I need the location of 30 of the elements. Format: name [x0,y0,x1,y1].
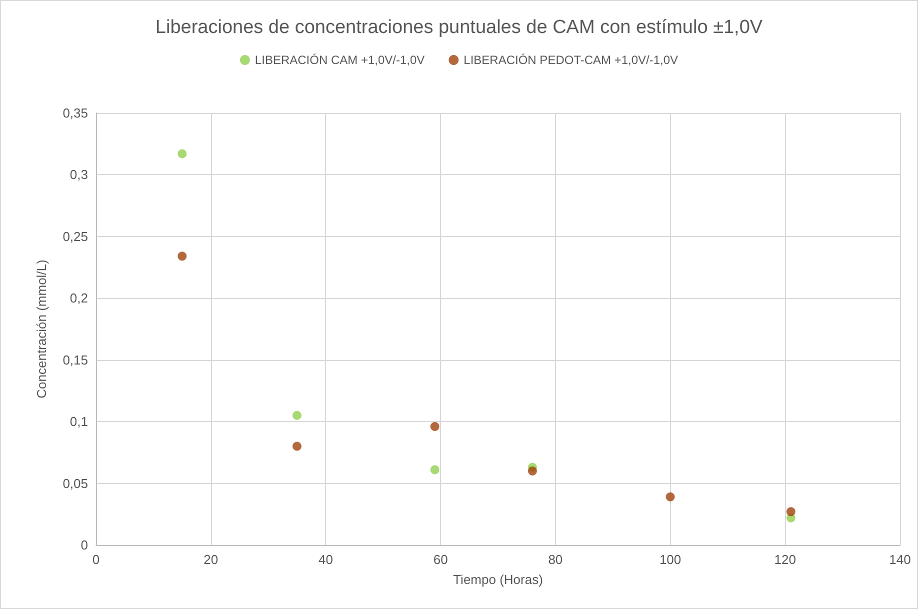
y-axis-title: Concentración (mmol/L) [34,260,49,398]
x-tick-label: 40 [318,552,333,567]
x-tick-label: 120 [774,552,796,567]
point [430,422,440,432]
x-tick-label: 0 [92,552,100,567]
y-tick-label: 0,35 [62,106,88,120]
x-axis-title: Tiempo (Horas) [453,572,543,587]
y-tick-label: 0,3 [70,167,88,182]
y-tick-label: 0,2 [70,290,88,306]
y-tick-label: 0,1 [70,414,88,430]
point [786,507,796,516]
legend-label: LIBERACIÓN PEDOT-CAM +1,0V/-1,0V [464,53,678,67]
x-tick-label: 60 [433,552,448,567]
x-tick-label: 20 [204,552,218,567]
x-tick-label: 140 [889,552,911,567]
chart-title: Liberaciones de concentraciones puntuales de CAM con estímulo ±1,0V [155,17,763,38]
point [178,149,187,158]
x-tick-label: 80 [548,552,563,567]
point [292,410,302,420]
legend-label: LIBERACIÓN CAM +1,0V/-1,0V [254,53,425,67]
x-tick-label: 100 [659,552,682,567]
y-tick-label: 0 [80,538,88,552]
point [666,492,675,502]
point [528,466,537,476]
point [292,442,302,451]
y-tick-label: 0,05 [62,476,88,491]
y-tick-label: 0,25 [62,228,88,244]
point [430,465,440,474]
point [178,252,187,261]
y-tick-label: 0,15 [62,352,88,368]
